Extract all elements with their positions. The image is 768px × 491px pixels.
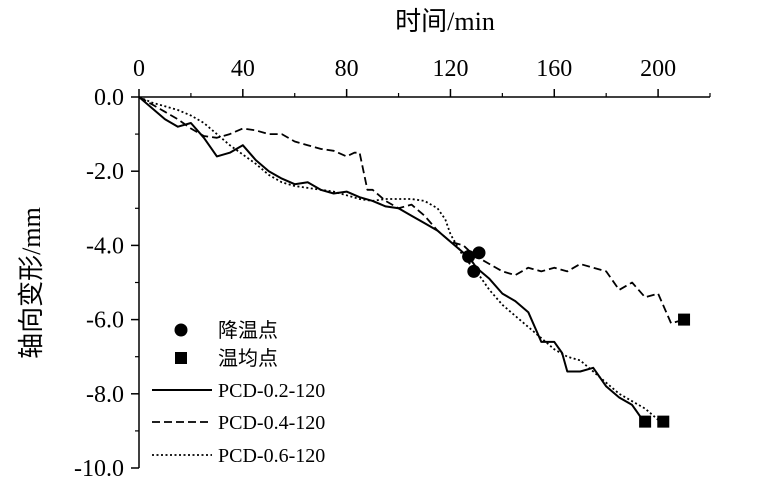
y-tick-label: -6.0	[86, 308, 124, 334]
x-tick-label: 200	[640, 56, 676, 82]
cooling-point-marker	[467, 264, 481, 278]
y-tick-label: -8.0	[86, 382, 124, 408]
y-tick-label: -2.0	[86, 159, 124, 185]
legend-label: 降温点	[218, 319, 278, 342]
legend-circle-symbol	[174, 323, 188, 337]
uniform-temp-point-marker	[678, 313, 691, 326]
cooling-point-marker	[472, 246, 486, 260]
legend-label: 温均点	[218, 347, 278, 370]
x-tick-label: 80	[335, 56, 359, 82]
uniform-temp-point-marker	[639, 415, 652, 428]
uniform-temp-point-marker	[657, 415, 670, 428]
series-line-pcd-0-6-120	[138, 96, 659, 421]
x-tick-label: 40	[231, 56, 255, 82]
x-tick-label: 0	[133, 56, 145, 82]
x-axis-title: 时间/min	[395, 7, 495, 36]
y-tick-label: -10.0	[74, 456, 124, 482]
series-layer	[138, 96, 685, 425]
y-tick-label: 0.0	[94, 85, 124, 111]
series-line-pcd-0-4-120	[138, 96, 685, 325]
x-tick-label: 160	[536, 56, 572, 82]
y-tick-label: -4.0	[86, 233, 124, 259]
legend-label: PCD-0.6-120	[218, 445, 325, 467]
axes: 0 40 80 120 160 200 0.0 -2.0 -4.0 -6.0 -8.0 -10.0	[74, 56, 711, 482]
legend-label: PCD-0.2-120	[218, 380, 325, 402]
marker-layer	[462, 246, 691, 428]
y-axis-title: 轴向变形/mm	[17, 207, 46, 359]
x-tick-label: 120	[432, 56, 468, 82]
series-line-pcd-0-2-120	[138, 96, 646, 425]
cooling-point-marker	[462, 250, 476, 264]
legend-label: PCD-0.4-120	[218, 412, 325, 434]
legend-square-symbol	[175, 352, 187, 364]
